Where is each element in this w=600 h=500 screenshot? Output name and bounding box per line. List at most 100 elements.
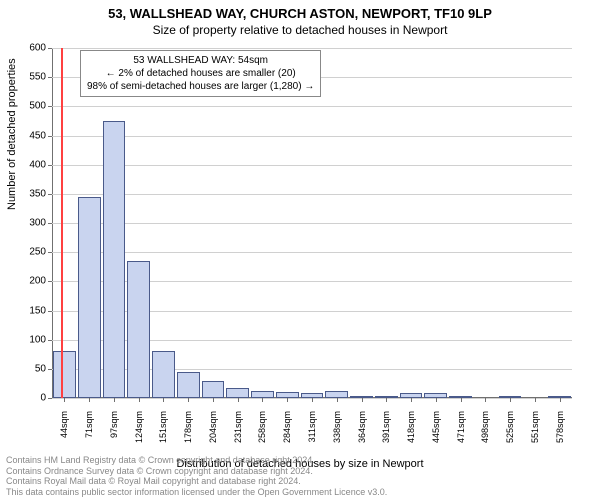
x-tick-label: 44sqm	[59, 411, 69, 461]
footer-line: Contains Royal Mail data © Royal Mail co…	[6, 476, 387, 487]
page-title: 53, WALLSHEAD WAY, CHURCH ASTON, NEWPORT…	[0, 6, 600, 21]
y-tick-mark	[48, 281, 52, 282]
x-tick-mark	[238, 398, 239, 402]
y-tick-label: 150	[18, 305, 46, 316]
x-tick-label: 124sqm	[134, 411, 144, 461]
y-tick-mark	[48, 77, 52, 78]
x-tick-mark	[312, 398, 313, 402]
y-tick-label: 0	[18, 393, 46, 404]
x-tick-mark	[64, 398, 65, 402]
x-tick-label: 178sqm	[183, 411, 193, 461]
grid-line	[52, 165, 572, 166]
x-tick-mark	[213, 398, 214, 402]
x-tick-mark	[139, 398, 140, 402]
y-tick-mark	[48, 311, 52, 312]
x-tick-mark	[436, 398, 437, 402]
x-tick-label: 364sqm	[357, 411, 367, 461]
x-tick-label: 311sqm	[307, 411, 317, 461]
y-tick-mark	[48, 223, 52, 224]
x-tick-mark	[535, 398, 536, 402]
x-tick-label: 97sqm	[109, 411, 119, 461]
histogram-bar	[78, 197, 101, 398]
y-tick-mark	[48, 194, 52, 195]
histogram-bar	[103, 121, 126, 398]
x-tick-label: 391sqm	[381, 411, 391, 461]
y-tick-mark	[48, 369, 52, 370]
footer-line: This data contains public sector informa…	[6, 487, 387, 498]
x-tick-mark	[89, 398, 90, 402]
annotation-line: 98% of semi-detached houses are larger (…	[87, 80, 314, 93]
x-tick-label: 151sqm	[158, 411, 168, 461]
x-tick-mark	[114, 398, 115, 402]
grid-line	[52, 194, 572, 195]
y-tick-label: 550	[18, 72, 46, 83]
y-tick-mark	[48, 252, 52, 253]
x-tick-label: 231sqm	[233, 411, 243, 461]
title-block: 53, WALLSHEAD WAY, CHURCH ASTON, NEWPORT…	[0, 0, 600, 37]
y-tick-label: 250	[18, 247, 46, 258]
x-tick-mark	[362, 398, 363, 402]
x-tick-label: 471sqm	[456, 411, 466, 461]
y-tick-label: 450	[18, 130, 46, 141]
x-tick-mark	[485, 398, 486, 402]
x-tick-label: 338sqm	[332, 411, 342, 461]
x-tick-label: 71sqm	[84, 411, 94, 461]
y-tick-mark	[48, 106, 52, 107]
y-tick-label: 300	[18, 218, 46, 229]
histogram-bar	[251, 391, 274, 398]
x-tick-mark	[386, 398, 387, 402]
x-tick-mark	[188, 398, 189, 402]
x-tick-mark	[510, 398, 511, 402]
x-tick-label: 551sqm	[530, 411, 540, 461]
x-tick-mark	[262, 398, 263, 402]
y-tick-mark	[48, 136, 52, 137]
y-tick-label: 400	[18, 159, 46, 170]
y-axis-title: Number of detached properties	[6, 58, 18, 210]
grid-line	[52, 48, 572, 49]
plot-area: 44sqm71sqm97sqm124sqm151sqm178sqm204sqm2…	[52, 48, 572, 398]
y-tick-mark	[48, 398, 52, 399]
x-tick-label: 258sqm	[257, 411, 267, 461]
grid-line	[52, 106, 572, 107]
y-tick-label: 350	[18, 188, 46, 199]
x-tick-mark	[461, 398, 462, 402]
annotation-box: 53 WALLSHEAD WAY: 54sqm← 2% of detached …	[80, 50, 321, 97]
y-tick-label: 600	[18, 43, 46, 54]
y-tick-mark	[48, 165, 52, 166]
y-tick-mark	[48, 48, 52, 49]
x-tick-mark	[287, 398, 288, 402]
x-tick-mark	[337, 398, 338, 402]
page-subtitle: Size of property relative to detached ho…	[0, 23, 600, 37]
x-tick-mark	[163, 398, 164, 402]
histogram-bar	[177, 372, 200, 398]
annotation-line: 53 WALLSHEAD WAY: 54sqm	[87, 54, 314, 67]
y-tick-label: 100	[18, 334, 46, 345]
grid-line	[52, 252, 572, 253]
x-tick-label: 284sqm	[282, 411, 292, 461]
histogram-chart: 44sqm71sqm97sqm124sqm151sqm178sqm204sqm2…	[52, 48, 572, 398]
y-tick-label: 500	[18, 101, 46, 112]
footer-line: Contains HM Land Registry data © Crown c…	[6, 455, 387, 466]
histogram-bar	[152, 351, 175, 398]
x-tick-label: 445sqm	[431, 411, 441, 461]
annotation-line: ← 2% of detached houses are smaller (20)	[87, 67, 314, 80]
x-tick-mark	[411, 398, 412, 402]
histogram-bar	[127, 261, 150, 398]
footer-attribution: Contains HM Land Registry data © Crown c…	[6, 455, 387, 498]
grid-line	[52, 136, 572, 137]
y-tick-label: 50	[18, 363, 46, 374]
histogram-bar	[325, 391, 348, 398]
x-tick-label: 578sqm	[555, 411, 565, 461]
highlight-marker	[61, 48, 63, 398]
histogram-bar	[202, 381, 225, 399]
histogram-bar	[53, 351, 76, 398]
grid-line	[52, 223, 572, 224]
x-tick-mark	[560, 398, 561, 402]
x-tick-label: 418sqm	[406, 411, 416, 461]
x-tick-label: 498sqm	[480, 411, 490, 461]
y-tick-label: 200	[18, 276, 46, 287]
x-tick-label: 525sqm	[505, 411, 515, 461]
x-tick-label: 204sqm	[208, 411, 218, 461]
histogram-bar	[226, 388, 249, 399]
footer-line: Contains Ordnance Survey data © Crown co…	[6, 466, 387, 477]
